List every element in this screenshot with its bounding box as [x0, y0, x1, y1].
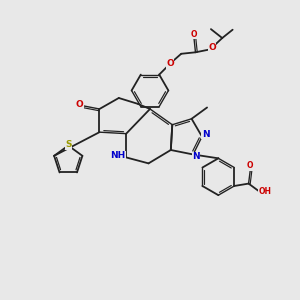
- Text: O: O: [247, 161, 254, 170]
- Text: O: O: [76, 100, 84, 109]
- Text: O: O: [166, 59, 174, 68]
- Text: N: N: [192, 152, 200, 161]
- Text: NH: NH: [110, 152, 125, 160]
- Text: O: O: [208, 43, 216, 52]
- Text: OH: OH: [259, 188, 272, 196]
- Text: O: O: [191, 30, 197, 39]
- Text: N: N: [202, 130, 209, 139]
- Text: S: S: [65, 140, 71, 149]
